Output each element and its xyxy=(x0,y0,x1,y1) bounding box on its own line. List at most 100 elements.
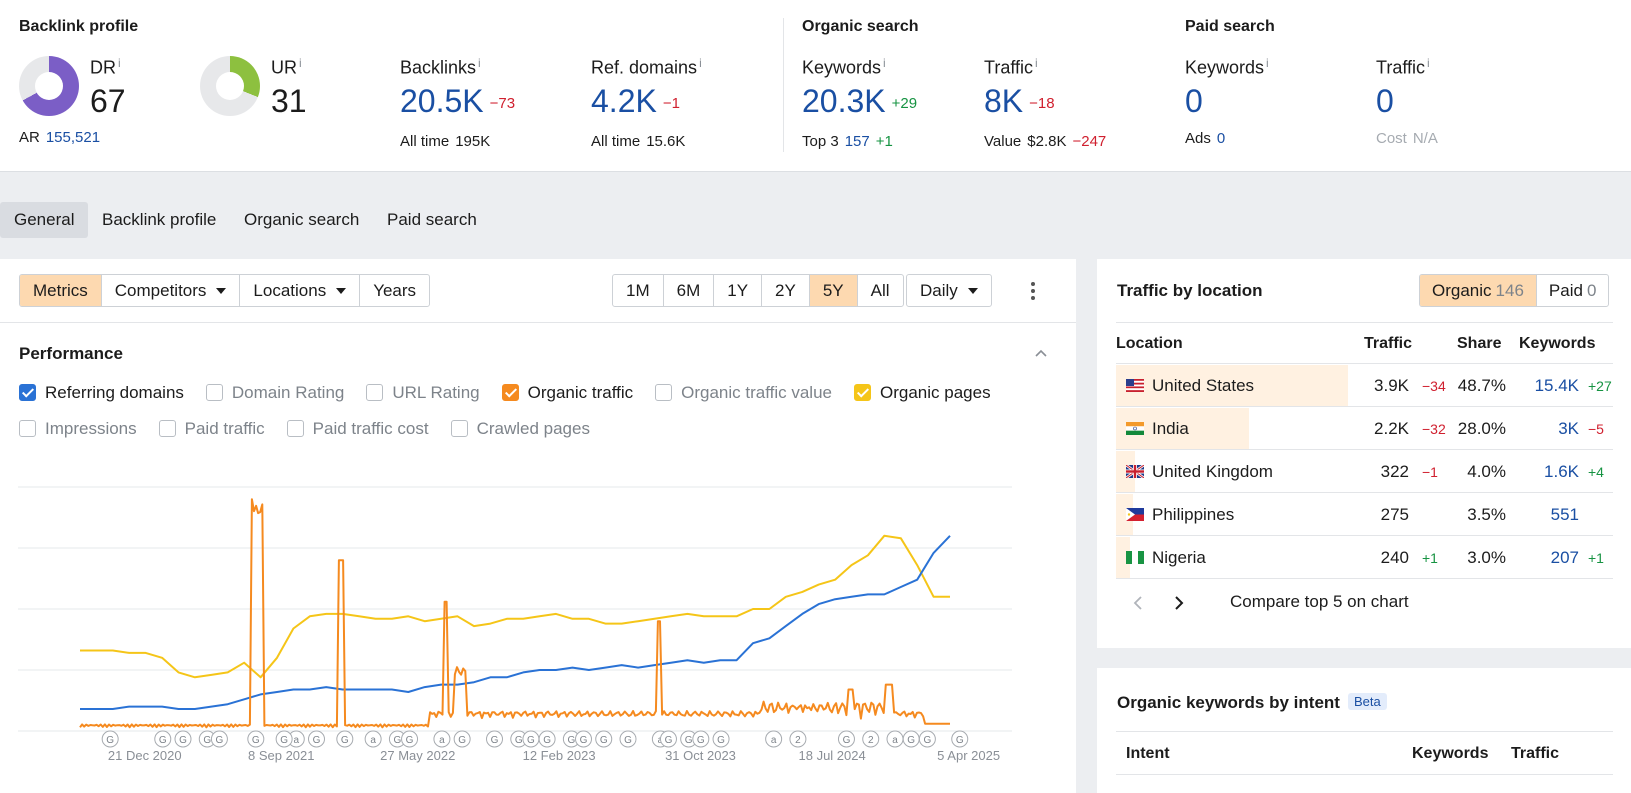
checkbox-domain-rating[interactable]: Domain Rating xyxy=(205,383,344,403)
checkbox-label: Paid traffic cost xyxy=(312,419,429,438)
checkbox-paid-traffic[interactable]: Paid traffic xyxy=(158,419,265,439)
info-icon[interactable]: i xyxy=(299,56,302,70)
range-2y-button[interactable]: 2Y xyxy=(762,275,810,306)
row-traffic[interactable]: 3.9K xyxy=(1374,376,1409,395)
info-icon[interactable]: i xyxy=(1427,56,1430,70)
table-row[interactable]: Nigeria 240 +1 3.0% 207 +1 xyxy=(1116,536,1613,579)
top3-value[interactable]: 157 xyxy=(844,133,870,151)
locations-label: Locations xyxy=(253,281,327,300)
locations-dropdown[interactable]: Locations xyxy=(240,275,361,306)
more-options-icon[interactable] xyxy=(1028,279,1038,303)
row-traffic[interactable]: 322 xyxy=(1380,462,1409,481)
row-keywords[interactable]: 15.4K xyxy=(1534,376,1579,395)
annotation-marker-label: 2 xyxy=(795,735,801,746)
dr-metric[interactable]: DR i 67 xyxy=(90,56,126,120)
column-keywords[interactable]: Keywords xyxy=(1519,335,1596,352)
table-row[interactable]: Philippines 275 3.5% 551 xyxy=(1116,493,1613,536)
column-location[interactable]: Location xyxy=(1116,335,1183,352)
range-all-button[interactable]: All xyxy=(870,281,890,300)
column-intent[interactable]: Intent xyxy=(1126,745,1170,762)
paid-keywords-value[interactable]: 0 xyxy=(1185,83,1203,120)
checkbox-checked-icon xyxy=(19,384,36,401)
beta-badge: Beta xyxy=(1347,693,1387,710)
organic-keywords-label: Keywords xyxy=(802,57,882,78)
organic-toggle-button[interactable]: Organic 146 xyxy=(1420,275,1537,306)
paid-traffic-metric[interactable]: Traffic i 0 Cost N/A xyxy=(1376,56,1438,147)
row-keywords[interactable]: 3K xyxy=(1558,419,1579,438)
paid-traffic-label: Traffic xyxy=(1376,57,1426,78)
annotation-marker-icon xyxy=(538,730,556,748)
x-tick-label: 5 Apr 2025 xyxy=(937,748,1000,763)
metrics-button[interactable]: Metrics xyxy=(20,275,102,306)
annotation-marker-label: G xyxy=(406,735,414,746)
checkbox-label: Paid traffic xyxy=(184,419,265,438)
annotation-marker-icon xyxy=(336,730,354,748)
tab-backlink-profile[interactable]: Backlink profile xyxy=(102,210,217,229)
compare-top5-link[interactable]: Compare top 5 on chart xyxy=(1230,592,1409,611)
range-1m-button[interactable]: 1M xyxy=(613,275,664,306)
uk-flag-icon xyxy=(1126,465,1144,478)
tab-general[interactable]: General xyxy=(0,202,89,238)
checkbox-crawled-pages[interactable]: Crawled pages xyxy=(450,419,590,439)
series-referring-domains xyxy=(80,535,951,710)
row-traffic[interactable]: 240 xyxy=(1380,548,1409,567)
ref-domains-metric[interactable]: Ref. domains i 4.2K −1 All time 15.6K xyxy=(591,56,702,150)
backlinks-metric[interactable]: Backlinks i 20.5K −73 All time 195K xyxy=(400,56,515,150)
row-keywords[interactable]: 551 xyxy=(1550,505,1579,524)
row-keywords[interactable]: 207 xyxy=(1550,548,1579,567)
ads-value[interactable]: 0 xyxy=(1216,130,1226,148)
row-traffic[interactable]: 275 xyxy=(1380,505,1409,524)
checkbox-referring-domains[interactable]: Referring domains xyxy=(19,383,184,403)
column-share[interactable]: Share xyxy=(1457,335,1502,352)
organic-traffic-value[interactable]: 8K xyxy=(984,83,1024,120)
checkbox-organic-traffic[interactable]: Organic traffic xyxy=(501,383,633,403)
organic-traffic-metric[interactable]: Traffic i 8K −18 Value $2.8K −247 xyxy=(984,56,1106,150)
intent-table-header: Intent Keywords Traffic xyxy=(1116,731,1613,775)
info-icon[interactable]: i xyxy=(118,56,121,70)
info-icon[interactable]: i xyxy=(1035,56,1038,70)
organic-keywords-value[interactable]: 20.3K xyxy=(802,83,886,120)
range-5y-button[interactable]: 5Y xyxy=(809,275,858,306)
ar-value[interactable]: 155,521 xyxy=(45,129,101,146)
tab-paid-search[interactable]: Paid search xyxy=(387,210,477,229)
info-icon[interactable]: i xyxy=(478,56,481,70)
backlinks-value[interactable]: 20.5K xyxy=(400,83,484,120)
annotation-marker-label: G xyxy=(179,735,187,746)
table-row[interactable]: United States 3.9K −34 48.7% 15.4K +27 xyxy=(1116,364,1613,407)
row-keywords[interactable]: 1.6K xyxy=(1544,462,1579,481)
checkbox-paid-traffic-cost[interactable]: Paid traffic cost xyxy=(286,419,429,439)
metrics-overview: Backlink profile Organic search Paid sea… xyxy=(0,0,1631,172)
info-icon[interactable]: i xyxy=(1266,56,1269,70)
years-button[interactable]: Years xyxy=(373,281,417,300)
checkbox-organic-pages[interactable]: Organic pages xyxy=(854,383,991,403)
ref-domains-alltime-label: All time xyxy=(591,133,641,151)
competitors-dropdown[interactable]: Competitors xyxy=(102,275,241,306)
ur-metric[interactable]: UR i 31 xyxy=(271,56,307,120)
column-intent-keywords[interactable]: Keywords xyxy=(1412,745,1489,762)
tab-organic-search[interactable]: Organic search xyxy=(244,210,360,229)
chevron-left-icon[interactable] xyxy=(1131,595,1147,611)
ref-domains-label: Ref. domains xyxy=(591,57,698,78)
info-icon[interactable]: i xyxy=(883,56,886,70)
checkbox-organic-traffic-value[interactable]: Organic traffic value xyxy=(655,383,832,403)
chevron-right-icon[interactable] xyxy=(1171,595,1187,611)
paid-toggle-button[interactable]: Paid 0 xyxy=(1537,275,1608,306)
table-row[interactable]: United Kingdom 322 −1 4.0% 1.6K +4 xyxy=(1116,450,1613,493)
ref-domains-value[interactable]: 4.2K xyxy=(591,83,657,120)
range-6m-button[interactable]: 6M xyxy=(664,275,715,306)
range-1y-button[interactable]: 1Y xyxy=(714,275,763,306)
row-traffic[interactable]: 2.2K xyxy=(1374,419,1409,438)
paid-traffic-value[interactable]: 0 xyxy=(1376,83,1394,120)
column-traffic[interactable]: Traffic xyxy=(1364,335,1413,352)
traffic-value-label: Value xyxy=(984,133,1022,151)
table-row[interactable]: India 2.2K −32 28.0% 3K −5 xyxy=(1116,407,1613,450)
checkbox-impressions[interactable]: Impressions xyxy=(19,419,137,439)
chevron-up-icon[interactable] xyxy=(1034,346,1048,360)
info-icon[interactable]: i xyxy=(699,56,702,70)
interval-dropdown[interactable]: Daily xyxy=(906,274,992,307)
performance-chart[interactable]: GGGGGGaGGGaGGaGGGGGGGGGaGGGGa2G2aGGG21 D… xyxy=(0,479,1060,793)
column-intent-traffic[interactable]: Traffic xyxy=(1511,745,1560,762)
checkbox-url-rating[interactable]: URL Rating xyxy=(366,383,480,403)
organic-keywords-metric[interactable]: Keywords i 20.3K +29 Top 3 157 +1 xyxy=(802,56,917,150)
paid-keywords-metric[interactable]: Keywords i 0 Ads 0 xyxy=(1185,56,1269,147)
